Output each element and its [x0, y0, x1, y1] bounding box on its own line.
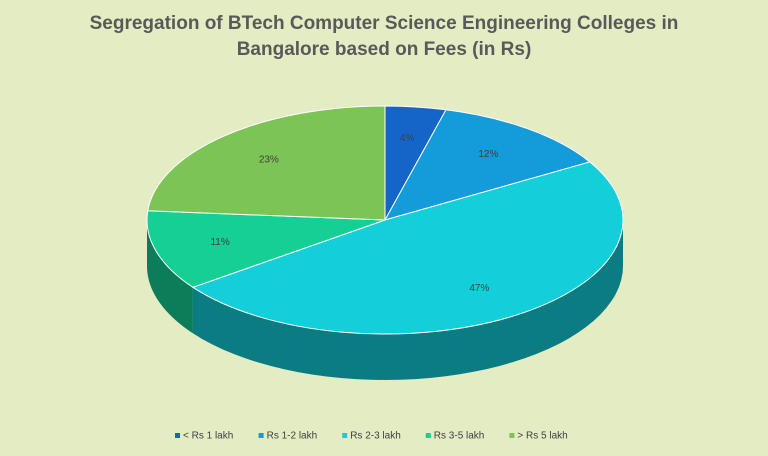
chart-title: Bangalore based on Fees (in Rs): [237, 39, 532, 60]
data-label: 4%: [400, 133, 415, 144]
legend-label: Rs 2-3 lakh: [350, 431, 401, 442]
slice: [147, 105, 386, 221]
slice: [383, 109, 591, 221]
legend-label: > Rs 5 lakh: [517, 431, 567, 442]
data-label: 23%: [259, 154, 279, 165]
legend-marker: [258, 433, 264, 438]
slice: [146, 210, 386, 288]
legend-marker: [425, 433, 431, 438]
legend-label: Rs 3-5 lakh: [434, 431, 485, 442]
legend-marker: [342, 433, 348, 438]
legend-label: < Rs 1 lakh: [183, 431, 233, 442]
data-label: 11%: [210, 237, 229, 248]
legend-label: Rs 1-2 lakh: [267, 431, 318, 442]
data-label: 12%: [478, 149, 498, 160]
legend-marker: [175, 433, 180, 438]
chart-title: Segregation of BTech Computer Science En…: [90, 13, 679, 34]
slice-side: [147, 220, 193, 334]
data-label: 47%: [469, 283, 489, 294]
slice-side: [192, 220, 623, 380]
legend-marker: [509, 433, 515, 438]
slice: [191, 161, 624, 335]
